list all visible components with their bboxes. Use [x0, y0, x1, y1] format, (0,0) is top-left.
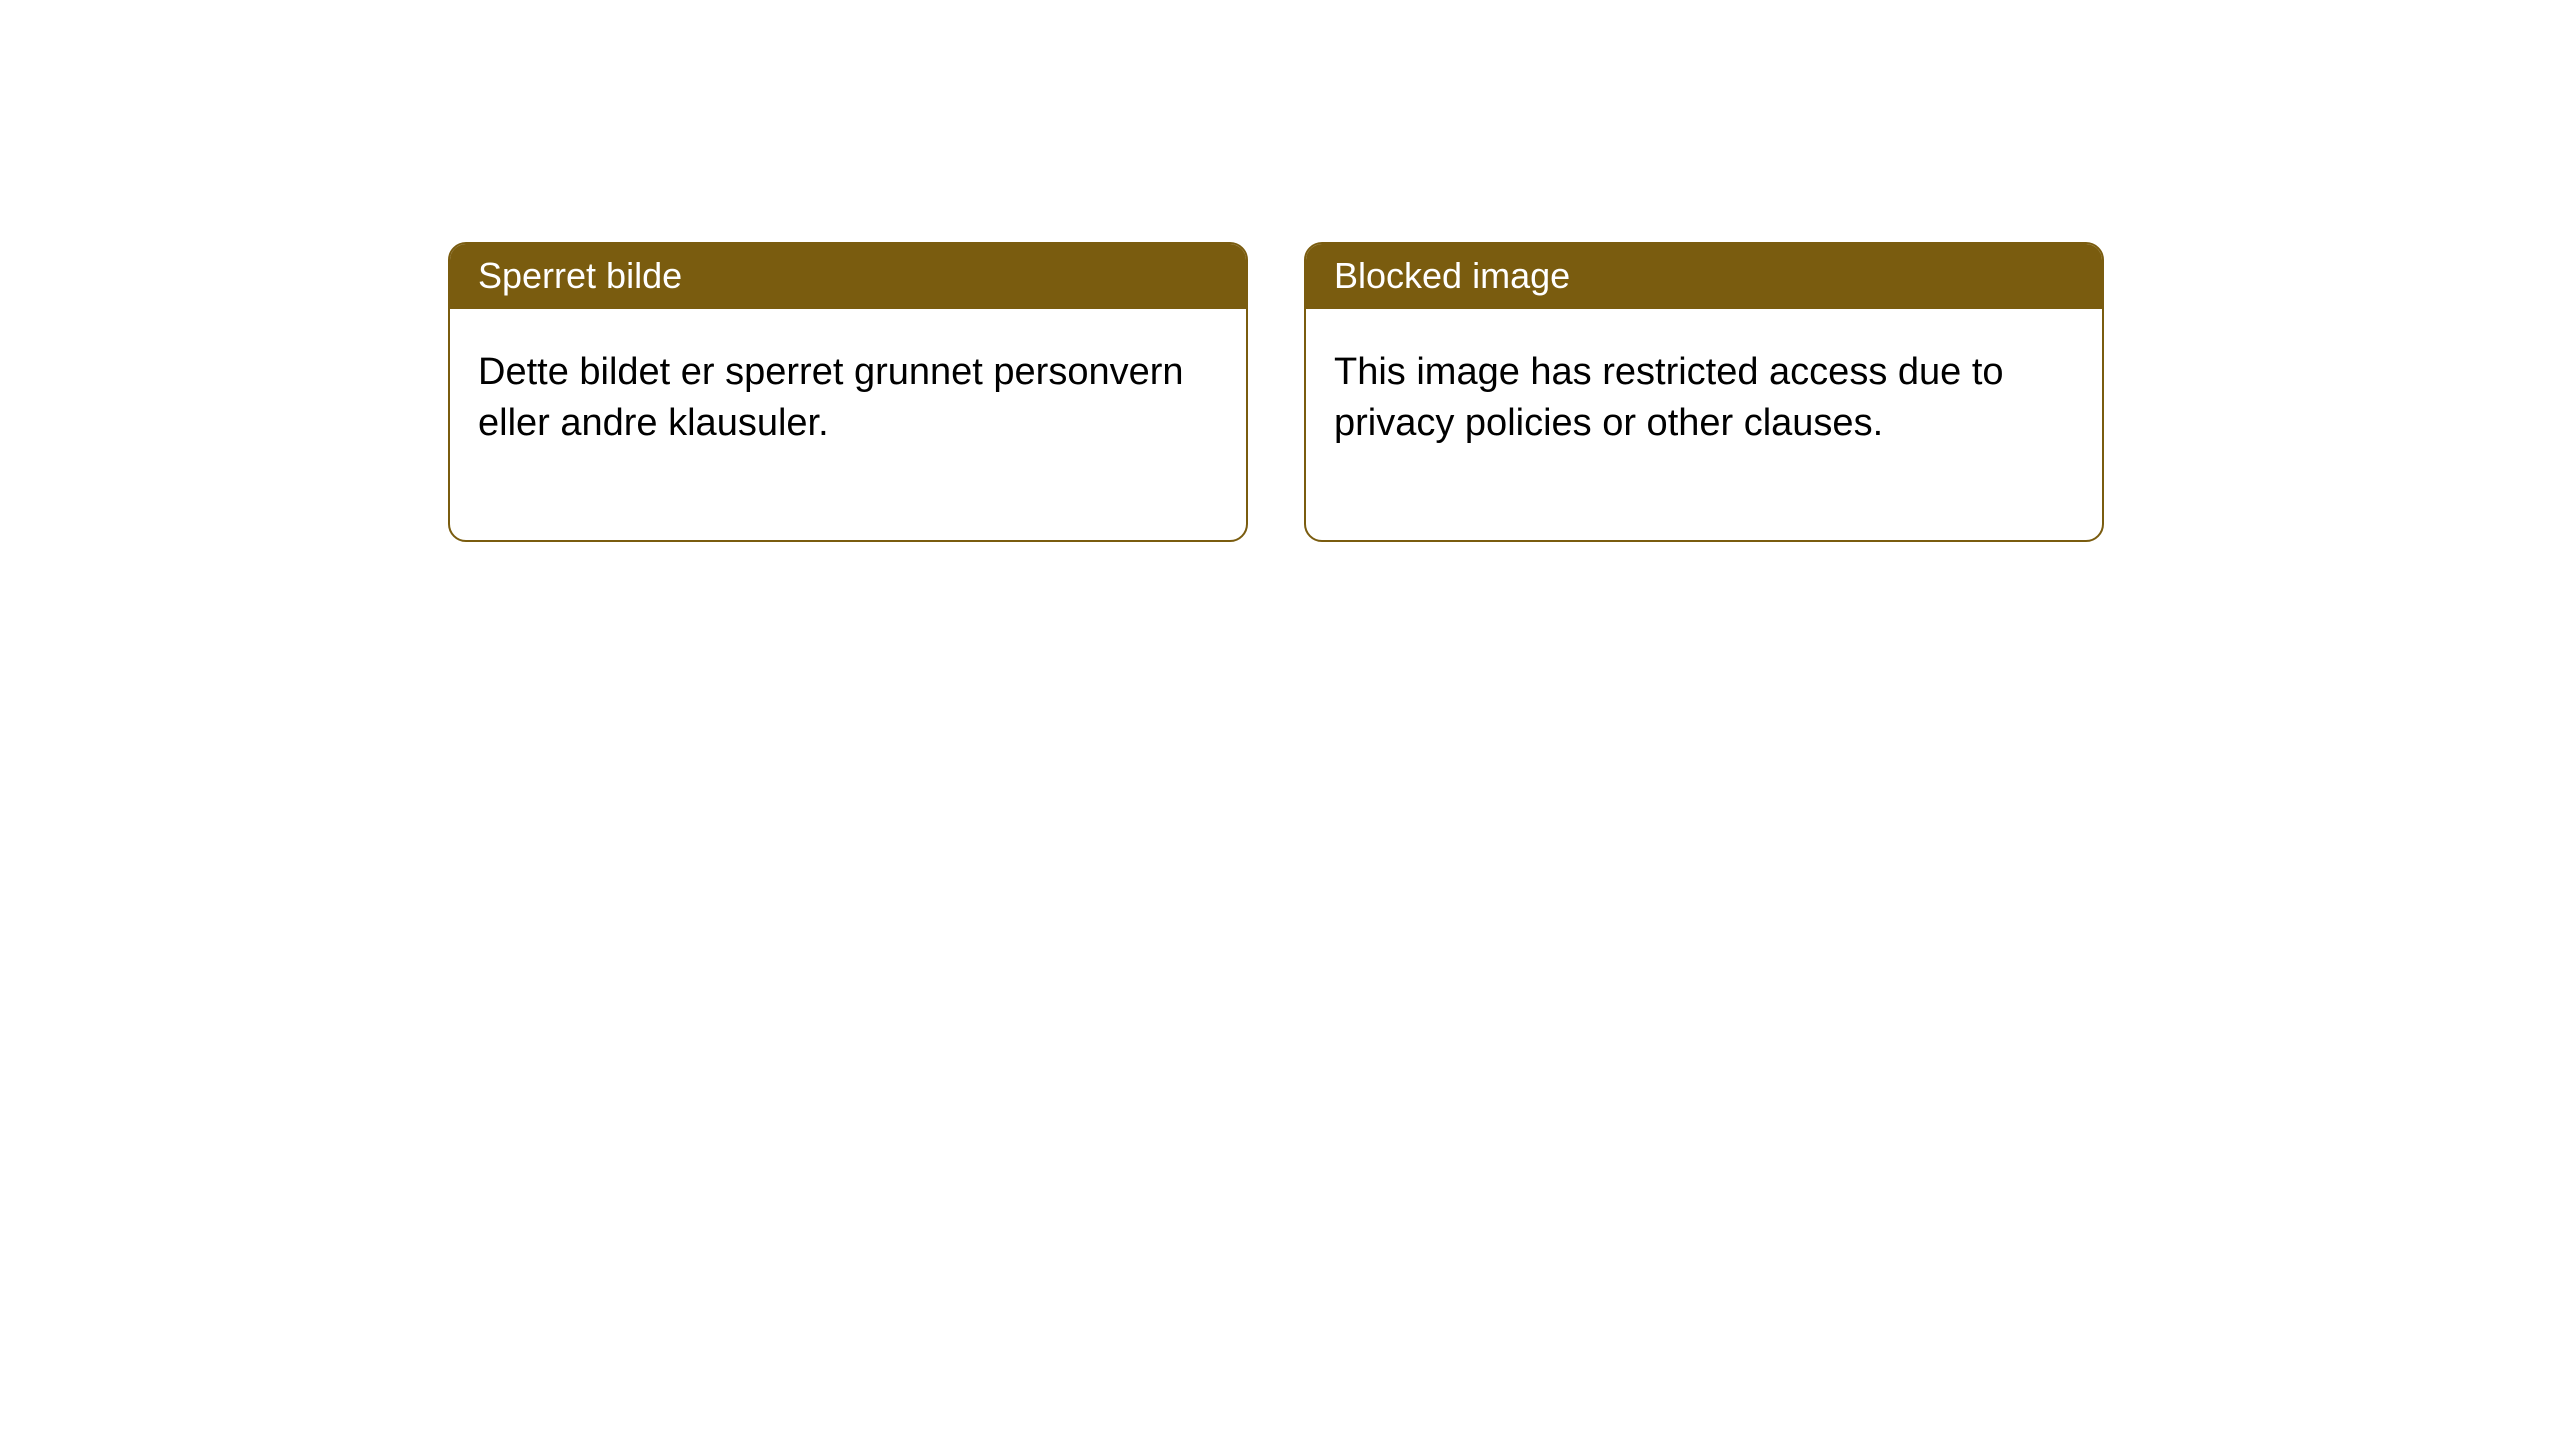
card-body-text: This image has restricted access due to …: [1334, 351, 2004, 444]
card-header: Sperret bilde: [450, 244, 1246, 309]
card-body: This image has restricted access due to …: [1306, 309, 2102, 540]
card-title: Blocked image: [1334, 255, 1570, 296]
card-header: Blocked image: [1306, 244, 2102, 309]
card-title: Sperret bilde: [478, 255, 682, 296]
notice-card-norwegian: Sperret bilde Dette bildet er sperret gr…: [448, 242, 1248, 542]
card-body: Dette bildet er sperret grunnet personve…: [450, 309, 1246, 540]
notice-card-english: Blocked image This image has restricted …: [1304, 242, 2104, 542]
card-body-text: Dette bildet er sperret grunnet personve…: [478, 351, 1184, 444]
notice-container: Sperret bilde Dette bildet er sperret gr…: [0, 0, 2560, 542]
